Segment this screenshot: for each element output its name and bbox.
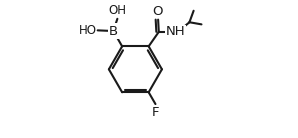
- Text: NH: NH: [166, 25, 185, 38]
- Text: B: B: [109, 25, 118, 38]
- Text: OH: OH: [108, 4, 126, 17]
- Text: F: F: [152, 106, 159, 119]
- Text: O: O: [152, 5, 163, 18]
- Text: HO: HO: [79, 24, 97, 37]
